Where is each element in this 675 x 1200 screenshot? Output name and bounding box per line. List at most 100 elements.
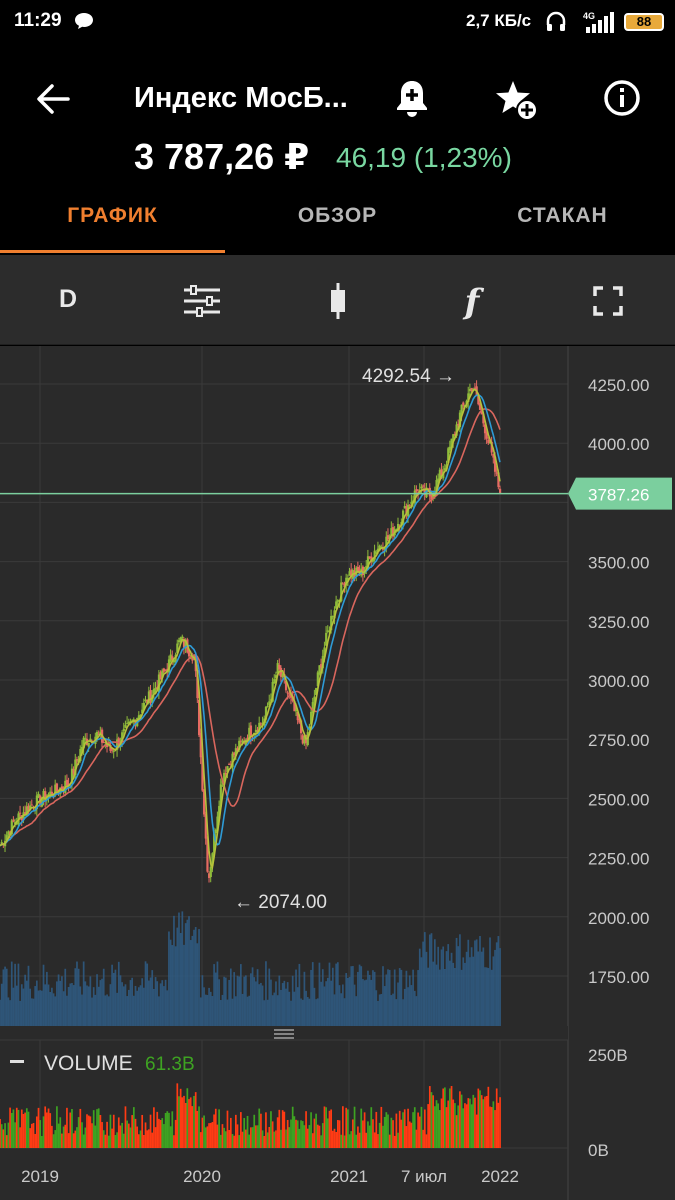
volume-overlay-bar [214,972,217,1026]
volume-bar [224,1131,227,1148]
info-icon[interactable] [602,78,642,118]
volume-bar [104,1134,107,1148]
indicator-settings-icon[interactable] [182,281,222,321]
volume-bar [32,1122,35,1148]
tab-overview[interactable]: ОБЗОР [297,204,378,227]
add-favorite-star-icon[interactable] [495,78,539,122]
volume-overlay-bar [201,975,204,1026]
volume-overlay-bar [117,961,120,1026]
volume-overlay-bar [484,967,486,1026]
volume-bar [288,1127,291,1148]
add-alert-bell-icon[interactable] [392,78,432,118]
volume-bar [218,1109,220,1148]
volume-bar [432,1095,435,1148]
volume-bar [311,1133,314,1148]
volume-overlay-bar [77,968,80,1026]
candle-body [171,656,174,661]
page-title: Индекс МосБ... [134,82,348,114]
min-price-label: ← 2074.00 [234,892,327,913]
volume-overlay-bar [107,996,110,1026]
candle-body [176,643,179,653]
volume-overlay-bar [178,912,180,1026]
volume-bar [290,1119,292,1148]
volume-bar [321,1123,324,1148]
tab-chart[interactable]: ГРАФИК [67,204,158,227]
period-selector[interactable]: D [58,285,78,313]
volume-overlay-bar [482,947,485,1026]
volume-bar [163,1124,165,1148]
volume-bar [17,1109,20,1148]
volume-overlay-bar [194,927,197,1026]
volume-overlay-bar [34,986,37,1026]
volume-bar [84,1127,87,1148]
function-icon[interactable]: f [452,281,492,321]
candle-body [97,733,100,735]
volume-overlay-bar [7,997,10,1026]
volume-bar [444,1087,446,1148]
volume-bar [485,1095,488,1148]
volume-bar [313,1118,316,1148]
candlestick-icon[interactable] [318,281,358,321]
volume-overlay-bar [438,969,441,1026]
volume-bar [41,1135,43,1148]
volume-bar [363,1112,366,1148]
volume-bar [34,1133,37,1148]
volume-overlay-bar [204,994,207,1026]
volume-overlay-bar [189,940,192,1026]
volume-overlay-bar [335,963,338,1026]
volume-overlay-bar [273,992,276,1026]
candle-body [59,787,62,795]
candle-body [284,681,288,691]
candle-body [480,411,483,415]
candle-body [396,523,400,532]
candle-body [300,720,303,734]
y-tick-label: 2000.00 [588,909,649,928]
fullscreen-icon[interactable] [588,281,628,321]
volume-bar [87,1115,90,1148]
volume-bar [238,1135,241,1148]
volume-bar [450,1086,453,1148]
volume-bar [198,1106,200,1148]
candle-body [448,446,452,450]
volume-overlay-bar [311,962,314,1026]
volume-bar [22,1114,25,1148]
volume-overlay-bar [442,946,445,1026]
volume-overlay-bar [365,979,368,1026]
volume-bar [452,1099,455,1148]
volume-bar [240,1112,242,1148]
volume-overlay-bar [112,972,115,1026]
volume-overlay-bar [489,937,491,1026]
tab-orderbook[interactable]: СТАКАН [517,204,608,227]
volume-overlay-bar [403,988,406,1026]
volume-bar [345,1107,348,1148]
volume-bar [122,1133,125,1148]
volume-bar [64,1124,67,1148]
volume-overlay-bar [423,932,426,1026]
volume-overlay-bar [4,966,6,1026]
volume-bar [156,1111,159,1148]
volume-bar [109,1114,112,1148]
candle-body [55,783,59,792]
candle-body [268,701,271,706]
volume-bar [250,1127,252,1148]
candle-body [420,486,423,489]
volume-bar [124,1106,127,1148]
volume-overlay-bar [245,975,247,1026]
candle-body [254,729,258,733]
volume-bar [159,1119,162,1148]
candle-body [174,654,177,662]
candle-body [311,702,314,714]
volume-bar [189,1097,192,1148]
candle-body [122,728,125,732]
volume-overlay-bar [82,961,85,1026]
candle-body [385,536,388,548]
candle-body [79,748,82,761]
volume-bar [303,1125,306,1148]
volume-bar [271,1121,274,1148]
candle-body [199,733,202,758]
candle-body [126,723,129,725]
back-arrow-icon[interactable] [34,80,72,118]
volume-overlay-bar [166,990,169,1026]
